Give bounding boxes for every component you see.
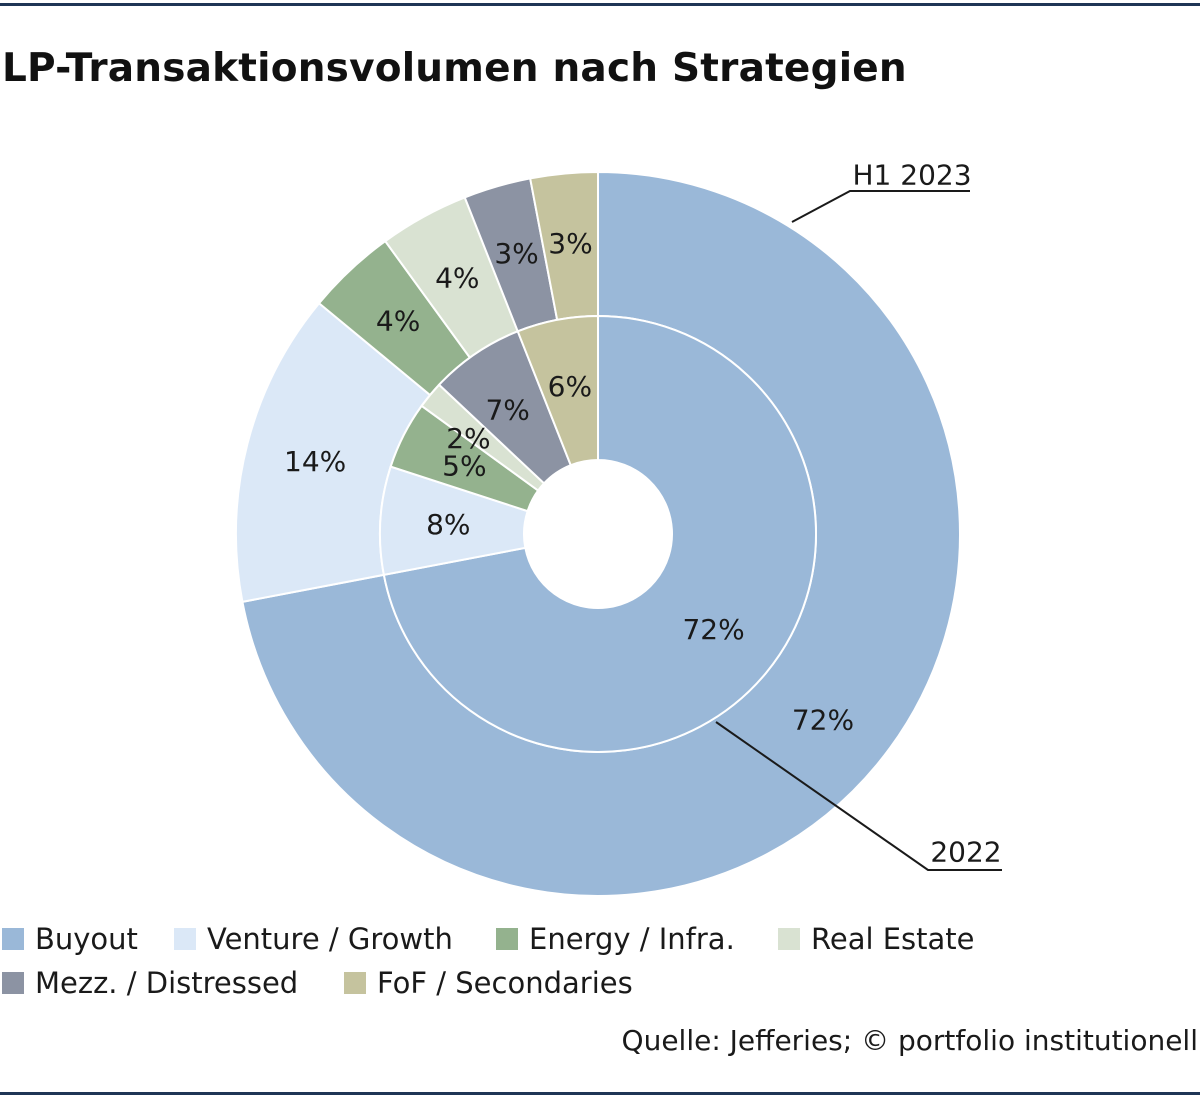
leader-line-2022 — [715, 721, 1002, 871]
legend-swatch-fof-secondaries — [344, 972, 366, 994]
source-note: Quelle: Jefferies; © portfolio instituti… — [621, 1024, 1198, 1057]
legend-label: Mezz. / Distressed — [35, 966, 299, 1000]
label-outer-mezz-distressed: 3% — [494, 237, 538, 270]
label-inner-mezz-distressed: 7% — [485, 393, 529, 426]
legend-item-real-estate: Real Estate — [778, 922, 975, 956]
legend-item-venture-growth: Venture / Growth — [174, 922, 453, 956]
top-rule — [0, 3, 1200, 6]
label-outer-energy-infra: 4% — [376, 305, 420, 338]
series-label-h1-2023: H1 2023 — [852, 159, 971, 192]
label-inner-fof-secondaries: 6% — [548, 370, 592, 403]
legend-item-buyout: Buyout — [2, 922, 138, 956]
legend-item-mezz-distressed: Mezz. / Distressed — [2, 966, 298, 1000]
series-label-2022: 2022 — [930, 836, 1001, 869]
leader-line-h1-2023 — [791, 190, 970, 223]
label-outer-fof-secondaries: 3% — [548, 227, 592, 260]
legend-swatch-real-estate — [778, 928, 800, 950]
slice-inner-fof-secondaries — [516, 314, 599, 467]
slice-inner-buyout — [382, 314, 817, 753]
label-outer-venture-growth: 14% — [284, 445, 346, 478]
label-inner-buyout: 72% — [682, 613, 744, 646]
legend-label: Real Estate — [811, 922, 975, 956]
chart-title: LP-Transaktionsvolumen nach Strategien — [2, 46, 907, 91]
legend-swatch-venture-growth — [174, 928, 196, 950]
legend-label: Venture / Growth — [207, 922, 453, 956]
legend-swatch-energy-infra — [496, 928, 518, 950]
label-outer-buyout: 72% — [792, 704, 854, 737]
legend-item-energy-infra: Energy / Infra. — [496, 922, 735, 956]
legend-swatch-buyout — [2, 928, 24, 950]
legend-label: Buyout — [35, 922, 138, 956]
label-outer-real-estate: 4% — [435, 262, 479, 295]
label-inner-venture-growth: 8% — [426, 508, 470, 541]
label-inner-energy-infra: 5% — [442, 449, 486, 482]
legend-label: Energy / Infra. — [529, 922, 735, 956]
bottom-rule — [0, 1092, 1200, 1095]
legend-label: FoF / Secondaries — [377, 966, 633, 1000]
legend-item-fof-secondaries: FoF / Secondaries — [344, 966, 633, 1000]
legend-swatch-mezz-distressed — [2, 972, 24, 994]
label-inner-real-estate: 2% — [446, 422, 490, 455]
